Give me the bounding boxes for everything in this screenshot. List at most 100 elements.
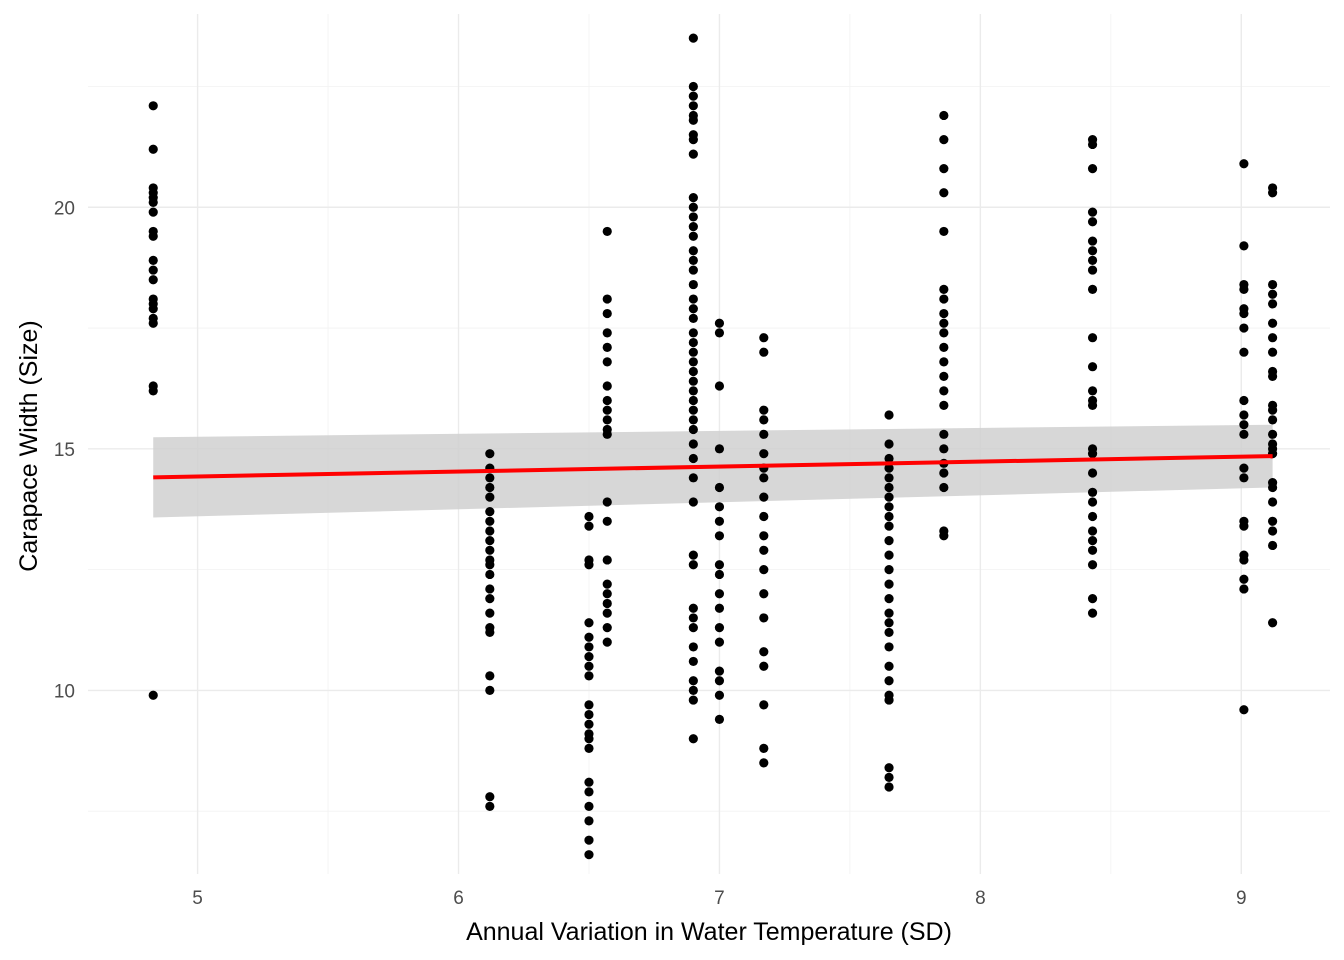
data-point bbox=[884, 410, 894, 420]
data-point bbox=[1267, 347, 1278, 357]
data-point bbox=[688, 231, 698, 241]
confidence-band-layer bbox=[153, 424, 1273, 518]
data-point bbox=[688, 424, 698, 435]
data-point bbox=[884, 594, 894, 604]
data-point bbox=[939, 531, 949, 541]
data-point bbox=[485, 627, 495, 638]
data-point bbox=[688, 656, 698, 667]
data-point bbox=[1087, 265, 1098, 275]
data-point bbox=[759, 449, 769, 459]
data-point bbox=[759, 333, 769, 343]
data-point bbox=[688, 337, 698, 348]
data-point bbox=[759, 429, 769, 439]
data-point bbox=[1267, 415, 1278, 425]
data-point bbox=[688, 415, 698, 425]
data-point bbox=[584, 661, 594, 671]
data-point bbox=[1267, 318, 1278, 328]
data-point bbox=[584, 777, 594, 787]
data-point bbox=[714, 381, 725, 391]
data-point bbox=[688, 255, 698, 266]
minor-gridlines bbox=[88, 14, 1330, 874]
data-point bbox=[714, 569, 725, 580]
data-point bbox=[485, 685, 495, 696]
data-point bbox=[688, 328, 698, 338]
data-point bbox=[1239, 420, 1249, 430]
x-tick-label: 7 bbox=[714, 888, 725, 909]
data-point bbox=[1239, 347, 1249, 357]
data-point bbox=[584, 521, 594, 531]
data-point bbox=[884, 763, 894, 773]
data-point bbox=[485, 801, 495, 811]
data-point bbox=[602, 357, 612, 367]
data-point bbox=[1239, 705, 1249, 715]
data-point bbox=[759, 492, 769, 502]
data-point bbox=[939, 357, 949, 367]
data-point bbox=[1239, 308, 1249, 319]
data-point bbox=[1087, 468, 1098, 478]
data-point bbox=[688, 192, 698, 203]
data-point bbox=[148, 690, 158, 700]
data-point bbox=[485, 594, 495, 604]
data-point bbox=[148, 207, 158, 217]
data-point bbox=[485, 449, 495, 459]
data-point bbox=[759, 531, 769, 541]
data-point bbox=[1087, 386, 1098, 396]
data-point bbox=[688, 642, 698, 652]
data-point bbox=[1087, 236, 1098, 246]
data-point bbox=[939, 328, 949, 338]
data-point bbox=[1267, 405, 1278, 415]
data-point bbox=[884, 608, 894, 618]
data-point bbox=[148, 304, 158, 314]
data-point bbox=[714, 637, 725, 647]
x-axis-title: Annual Variation in Water Temperature (S… bbox=[466, 918, 952, 946]
data-point bbox=[759, 700, 769, 710]
data-point bbox=[759, 347, 769, 357]
data-point bbox=[884, 618, 894, 628]
data-point bbox=[688, 202, 698, 212]
data-point bbox=[1239, 574, 1249, 584]
data-point bbox=[884, 579, 894, 589]
data-point bbox=[939, 371, 949, 381]
data-point bbox=[1267, 333, 1278, 343]
data-point bbox=[688, 246, 698, 256]
data-point bbox=[884, 521, 894, 531]
data-point bbox=[584, 743, 594, 753]
data-point bbox=[714, 318, 725, 328]
data-point bbox=[939, 164, 949, 174]
data-point bbox=[485, 526, 495, 536]
data-point bbox=[584, 511, 594, 522]
data-point bbox=[1267, 526, 1278, 536]
data-point bbox=[688, 613, 698, 623]
data-point bbox=[1087, 449, 1098, 459]
data-point bbox=[759, 415, 769, 425]
data-point bbox=[1267, 540, 1278, 551]
data-point bbox=[602, 328, 612, 338]
data-point bbox=[688, 497, 698, 507]
data-point bbox=[1239, 555, 1249, 565]
data-point bbox=[148, 255, 158, 266]
data-point bbox=[759, 661, 769, 671]
data-point bbox=[602, 589, 612, 599]
data-point bbox=[688, 550, 698, 560]
data-point bbox=[714, 482, 725, 493]
data-point bbox=[584, 618, 594, 628]
data-point bbox=[884, 463, 894, 473]
data-point bbox=[714, 560, 725, 570]
data-point bbox=[688, 603, 698, 613]
data-point bbox=[759, 405, 769, 415]
data-point bbox=[1087, 526, 1098, 536]
data-point bbox=[584, 787, 594, 797]
data-point bbox=[688, 376, 698, 386]
data-point bbox=[485, 473, 495, 483]
data-point bbox=[1087, 246, 1098, 256]
data-point bbox=[714, 589, 725, 599]
data-point bbox=[939, 135, 949, 145]
y-axis-title: Carapace Width (Size) bbox=[15, 320, 43, 571]
data-point bbox=[1087, 284, 1098, 294]
data-point bbox=[1267, 279, 1278, 290]
data-point bbox=[759, 613, 769, 623]
data-point bbox=[939, 482, 949, 493]
y-tick-label: 20 bbox=[54, 198, 75, 219]
data-point bbox=[688, 357, 698, 367]
data-point bbox=[939, 444, 949, 454]
